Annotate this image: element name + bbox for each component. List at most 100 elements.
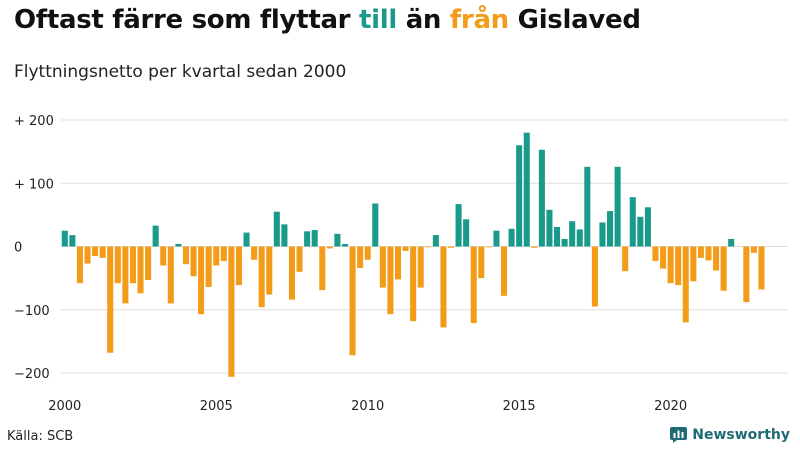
bar-2019-q3 — [652, 246, 659, 262]
bar-2004-q4 — [205, 246, 212, 287]
bar-2002-q1 — [122, 246, 129, 304]
bar-2014-q3 — [500, 246, 508, 296]
bar-2015-q4 — [538, 149, 545, 247]
title-part-3: Gislaved — [508, 5, 641, 35]
y-tick-label: −200 — [14, 367, 50, 382]
bar-2008-q3 — [319, 246, 326, 291]
title-word-in: till — [358, 5, 397, 35]
bar-2012-q4 — [447, 246, 455, 248]
bar-2009-q3 — [349, 246, 356, 356]
bar-2012-q2 — [432, 235, 439, 247]
bar-2018-q1 — [607, 211, 614, 247]
gridlines — [61, 119, 788, 374]
x-tick-label: 2020 — [654, 399, 687, 414]
bar-2013-q2 — [463, 219, 470, 247]
x-tick-label: 2000 — [48, 399, 81, 414]
bar-2011-q4 — [417, 246, 424, 288]
bar-2007-q2 — [281, 224, 288, 247]
x-tick-label: 2010 — [351, 399, 384, 414]
bar-2019-q4 — [660, 246, 667, 269]
bar-2002-q4 — [145, 246, 152, 281]
newsworthy-logo-icon — [670, 427, 688, 443]
bar-2000-q3 — [76, 246, 83, 284]
bar-2013-q3 — [470, 246, 477, 324]
bar-2000-q4 — [84, 246, 91, 264]
bar-2002-q3 — [137, 246, 144, 294]
title-part-2: än — [396, 5, 450, 35]
bar-2011-q2 — [402, 246, 409, 251]
bar-2020-q1 — [667, 246, 674, 284]
bar-2017-q2 — [584, 166, 591, 247]
bar-2021-q2 — [705, 246, 712, 261]
bar-2009-q1 — [334, 233, 341, 247]
bar-2005-q4 — [235, 246, 242, 286]
bar-2000-q2 — [69, 235, 76, 247]
y-tick-label: 0 — [14, 241, 22, 256]
bar-2015-q3 — [531, 246, 538, 248]
bar-2023-q1 — [758, 246, 765, 290]
source-note: Källa: SCB — [7, 429, 74, 444]
bar-2011-q1 — [394, 246, 402, 280]
y-tick-label: −100 — [14, 304, 50, 319]
bar-chart: + 200 + 100 0 −100 −200 2000 2005 2010 2015 2020 — [14, 114, 788, 414]
bar-2012-q1 — [425, 246, 432, 248]
bar-2020-q4 — [690, 246, 697, 282]
y-tick-label: + 100 — [14, 177, 54, 192]
bar-2011-q3 — [410, 246, 417, 322]
bar-2001-q3 — [107, 246, 114, 353]
bar-2014-q4 — [508, 228, 515, 247]
bar-2002-q2 — [129, 246, 136, 284]
bar-2014-q2 — [493, 230, 500, 247]
bars — [61, 132, 765, 377]
bar-2005-q3 — [228, 246, 235, 377]
bar-2010-q1 — [364, 246, 371, 260]
x-tick-label: 2015 — [503, 399, 536, 414]
bar-2003-q4 — [175, 243, 182, 247]
bar-2020-q2 — [675, 246, 682, 286]
bar-2009-q2 — [341, 243, 349, 247]
bar-2005-q1 — [213, 246, 220, 266]
bar-2001-q1 — [92, 246, 99, 256]
bar-2007-q1 — [273, 211, 280, 247]
bar-2018-q4 — [629, 197, 636, 247]
x-axis-tick-labels: 2000 2005 2010 2015 2020 — [48, 399, 687, 414]
bar-2012-q3 — [440, 246, 447, 328]
chart-subtitle: Flyttningsnetto per kvartal sedan 2000 — [14, 62, 347, 82]
bar-2006-q1 — [243, 232, 250, 247]
bar-2006-q2 — [251, 246, 258, 260]
bar-2016-q1 — [546, 209, 553, 247]
bar-2008-q2 — [311, 230, 318, 247]
brand-logo[interactable]: Newsworthy — [670, 427, 790, 443]
bar-2021-q1 — [697, 246, 704, 258]
bar-2004-q1 — [182, 246, 189, 265]
title-part-1: Oftast färre som flyttar — [14, 5, 359, 35]
bar-2022-q1 — [728, 238, 735, 247]
bar-2006-q4 — [266, 246, 273, 295]
bar-2015-q2 — [523, 132, 530, 247]
bar-2008-q1 — [304, 231, 311, 247]
bar-2003-q1 — [152, 225, 159, 247]
bar-2017-q1 — [576, 229, 583, 247]
bar-2009-q4 — [357, 246, 364, 268]
bar-2014-q1 — [485, 246, 492, 248]
bar-2013-q4 — [478, 246, 485, 279]
bar-2017-q3 — [591, 246, 598, 307]
bar-2010-q3 — [379, 246, 386, 288]
bar-2017-q4 — [599, 222, 606, 247]
y-axis-tick-labels: + 200 + 100 0 −100 −200 — [14, 114, 54, 382]
bar-2019-q2 — [644, 207, 651, 247]
bar-2016-q3 — [561, 238, 568, 247]
bar-2010-q2 — [372, 203, 379, 247]
bar-2018-q2 — [614, 166, 621, 247]
bar-2008-q4 — [326, 246, 333, 249]
bar-2001-q2 — [99, 246, 106, 258]
bar-2004-q3 — [198, 246, 205, 315]
chart-title: Oftast färre som flyttar till än från Gi… — [14, 5, 641, 35]
y-tick-label: + 200 — [14, 114, 54, 129]
bar-2021-q3 — [713, 246, 720, 271]
bar-2003-q3 — [167, 246, 174, 304]
bar-2016-q2 — [554, 226, 561, 247]
bar-2007-q4 — [296, 246, 303, 272]
bar-2022-q3 — [743, 246, 750, 303]
bar-2018-q3 — [622, 246, 629, 272]
